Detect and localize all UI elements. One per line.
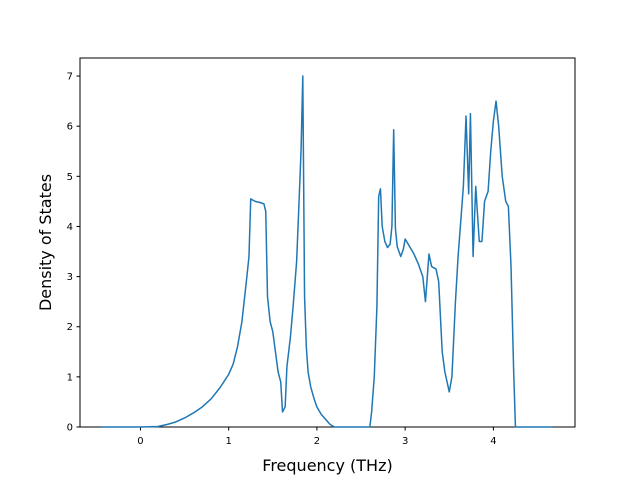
- x-tick-label: 2: [314, 436, 320, 447]
- y-tick-label: 0: [67, 423, 73, 434]
- y-tick-label: 5: [67, 172, 73, 183]
- x-tick-label: 1: [225, 436, 231, 447]
- x-axis-label: Frequency (THz): [262, 456, 392, 475]
- y-tick-label: 2: [67, 322, 73, 333]
- y-tick-label: 4: [67, 222, 73, 233]
- x-tick-label: 0: [137, 436, 143, 447]
- y-tick-label: 1: [67, 372, 73, 383]
- y-axis-label: Density of States: [36, 174, 55, 311]
- y-tick-label: 6: [67, 122, 73, 133]
- y-tick-label: 3: [67, 272, 73, 283]
- y-tick-label: 7: [67, 72, 73, 83]
- axes-frame: [79, 57, 576, 428]
- x-tick-label: 4: [490, 436, 496, 447]
- x-tick-label: 3: [402, 436, 408, 447]
- dos-line: [101, 75, 553, 428]
